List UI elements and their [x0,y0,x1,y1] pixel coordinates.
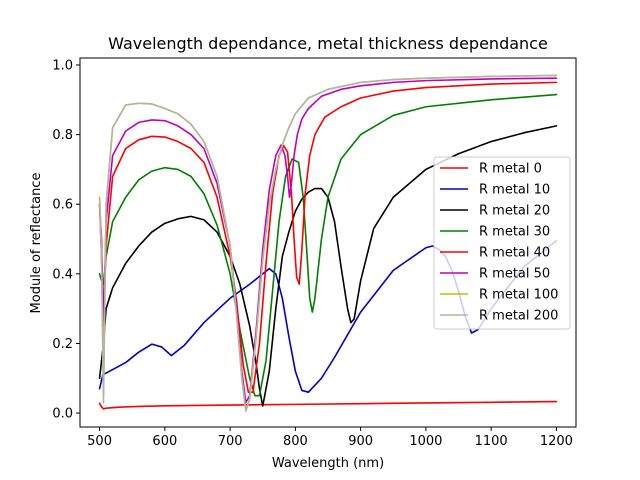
y-tick-label: 0.0 [52,407,73,422]
y-tick-label: 0.6 [52,198,73,213]
y-tick-label: 0.4 [52,267,73,282]
chart-title: Wavelength dependance, metal thickness d… [108,34,548,53]
x-tick-label: 1100 [475,434,508,449]
series-line-5 [98,81,558,393]
legend-label: R metal 200 [479,309,558,324]
legend-label: R metal 50 [479,267,550,282]
x-tick-label: 800 [283,434,308,449]
x-tick-label: 1000 [409,434,442,449]
legend-label: R metal 30 [479,225,550,240]
x-axis-label: Wavelength (nm) [272,456,384,471]
y-tick-label: 0.2 [52,337,73,352]
series-line-8 [98,74,558,413]
legend-label: R metal 10 [479,183,550,198]
legend-box [433,156,571,330]
series-line-4 [98,93,558,397]
y-axis-label: Module of reflectance [29,173,44,314]
x-tick-label: 500 [87,434,112,449]
y-tick-label: 1.0 [52,58,73,73]
y-axis: 0.0 0.2 0.4 0.6 0.8 1.0 [52,58,80,422]
x-tick-label: 900 [348,434,373,449]
legend: R metal 0 R metal 10 R metal 20 R metal 30 R… [433,156,571,330]
series-line-3 [98,125,558,407]
x-axis: 500 600 700 800 900 1000 1100 1200 [87,427,573,449]
legend-label: R metal 100 [479,288,558,303]
x-tick-label: 600 [152,434,177,449]
legend-label: R metal 20 [479,204,550,219]
plot-frame [79,57,577,428]
series-line-1 [98,400,558,410]
x-tick-label: 700 [218,434,243,449]
legend-label: R metal 0 [479,162,542,177]
y-tick-label: 0.8 [52,128,73,143]
legend-label: R metal 40 [479,246,550,261]
series-layer [98,74,558,413]
x-tick-label: 1200 [540,434,573,449]
